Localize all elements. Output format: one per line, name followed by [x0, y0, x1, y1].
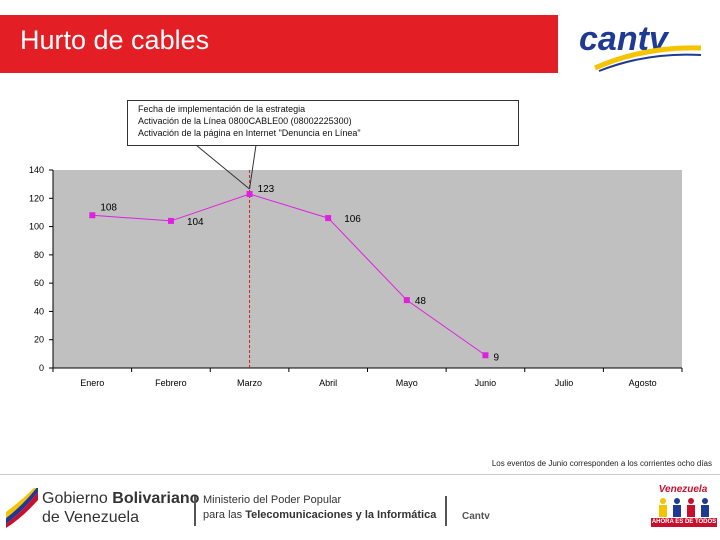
venezuela-flag-icon — [6, 488, 38, 528]
x-tick-label: Julio — [555, 378, 574, 388]
title-bar: Hurto de cables — [0, 15, 558, 73]
x-tick-label: Junio — [475, 378, 497, 388]
cantv-logo: cantv — [579, 20, 702, 72]
venezuela-slogan: AHORA ES DE TODOS — [651, 518, 717, 527]
data-point — [89, 212, 96, 219]
y-tick-label: 140 — [29, 165, 44, 175]
gobierno-line2: de Venezuela — [42, 509, 139, 526]
data-label: 48 — [415, 296, 427, 307]
callout-line: Activación de la Línea 0800CABLE00 (0800… — [138, 116, 352, 126]
x-tick-label: Agosto — [629, 378, 657, 388]
cantv-logo-swoosh — [593, 45, 702, 71]
series-line — [92, 193, 486, 356]
callout-pointer — [195, 145, 250, 190]
gobierno-line1: Gobierno Bolivariano — [42, 490, 200, 507]
page-title: Hurto de cables — [20, 25, 210, 55]
callout-pointer — [249, 145, 257, 190]
y-tick-label: 120 — [29, 193, 44, 203]
data-label: 106 — [344, 214, 361, 225]
data-point — [167, 217, 174, 224]
x-tick-label: Marzo — [237, 378, 262, 388]
x-tick-label: Mayo — [396, 378, 418, 388]
x-tick-label: Enero — [80, 378, 104, 388]
venezuela-word: Venezuela — [658, 484, 708, 495]
footer-separator — [194, 496, 196, 526]
footer-divider — [0, 474, 720, 475]
data-point — [246, 191, 253, 198]
plot-area — [53, 170, 682, 368]
callout-line: Fecha de implementación de la estrategia — [138, 104, 306, 114]
y-tick-label: 60 — [34, 278, 44, 288]
data-point — [403, 297, 410, 304]
y-tick-label: 40 — [34, 306, 44, 316]
footer-separator — [445, 496, 447, 526]
callout-line: Activación de la página en Internet "Den… — [138, 128, 361, 138]
cantv-logo-swoosh-blue — [598, 53, 702, 72]
y-tick-label: 80 — [34, 250, 44, 260]
people-icon — [659, 498, 709, 517]
cantv-footer-label: Cantv — [462, 511, 490, 522]
data-label: 108 — [100, 202, 117, 213]
x-tick-label: Abril — [319, 378, 337, 388]
data-label: 123 — [258, 184, 275, 195]
ministerio-line1: Ministerio del Poder Popular — [203, 494, 342, 506]
x-tick-label: Febrero — [155, 378, 187, 388]
data-point — [482, 352, 489, 359]
data-label: 9 — [493, 352, 499, 363]
theft-line-chart: 0 20 40 60 80 100 120 140 Enero Febrero Marzo Abril… — [29, 145, 683, 388]
footnote: Los eventos de Junio corresponden a los … — [491, 459, 712, 468]
footer: Gobierno Bolivariano de Venezuela Minist… — [0, 478, 720, 540]
data-label: 104 — [187, 217, 204, 228]
data-point — [325, 215, 332, 222]
y-tick-label: 0 — [39, 363, 44, 373]
ministerio-line2: para las Telecomunicaciones y la Informá… — [203, 509, 437, 521]
y-tick-label: 100 — [29, 222, 44, 232]
y-tick-label: 20 — [34, 335, 44, 345]
venezuela-logo: Venezuela AHORA ES DE TODOS — [648, 484, 720, 536]
strategy-callout: Fecha de implementación de la estrategia… — [127, 100, 519, 146]
